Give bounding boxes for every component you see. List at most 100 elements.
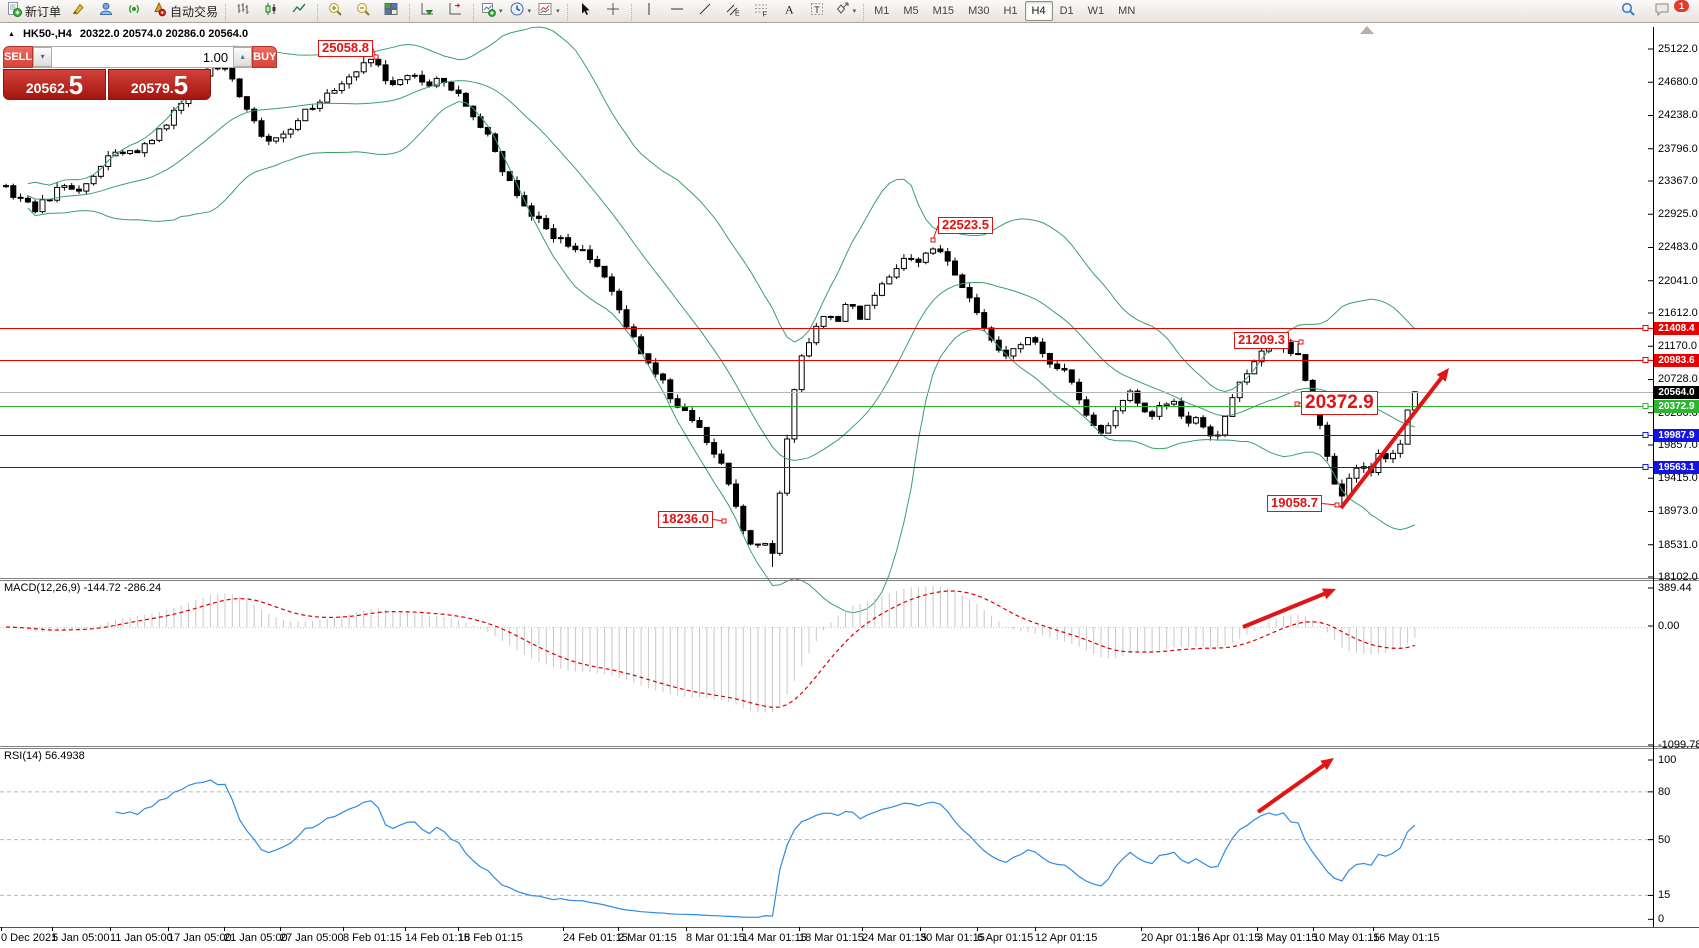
new-chart-button[interactable]: ▾ <box>477 0 506 22</box>
timeframe-d1-button[interactable]: D1 <box>1059 5 1074 17</box>
price-callout-label: 18236.0 <box>658 511 713 528</box>
volume-increase-button[interactable]: ▴ <box>233 47 253 67</box>
trendline-tool-button[interactable] <box>691 0 719 22</box>
text-label-tool-button[interactable]: T <box>803 0 831 22</box>
zoom-in-button[interactable] <box>321 0 349 22</box>
time-tick-label: 6 Apr 01:15 <box>977 932 1034 944</box>
time-tick-label: 14 Feb 01:15 <box>405 932 470 944</box>
rsi-tick-label: 15 <box>1658 889 1671 902</box>
zoom-in-icon <box>327 1 343 22</box>
cursor-tool-button[interactable] <box>571 0 599 22</box>
timeframe-m1-button[interactable]: M1 <box>874 5 890 17</box>
shapes-tool-button-dropdown[interactable]: ▾ <box>852 8 857 15</box>
chart-shift-button[interactable] <box>441 0 469 22</box>
price-tick-label: 21170.0 <box>1658 340 1697 353</box>
one-click-trading-panel: SELL ▾ ▴ BUY 20562.5 20579.5 <box>3 46 278 100</box>
crosshair-icon <box>605 1 621 22</box>
price-tick-label: 22483.0 <box>1658 241 1698 254</box>
search-button[interactable] <box>1614 0 1642 22</box>
volume-decrease-button[interactable]: ▾ <box>33 47 53 67</box>
candlestick-chart-button[interactable] <box>257 0 285 22</box>
price-badge: 20983.6 <box>1654 354 1699 367</box>
community-button[interactable] <box>92 0 120 22</box>
buy-button[interactable]: BUY <box>252 46 278 68</box>
chart-shift-icon <box>447 1 463 22</box>
timeframe-m5-button[interactable]: M5 <box>903 5 919 17</box>
fibonacci-icon: F <box>753 1 769 22</box>
timeframe-m30-button[interactable]: M30 <box>968 5 990 17</box>
sell-price[interactable]: 20562. 5 <box>3 69 106 100</box>
zoom-out-button[interactable] <box>349 0 377 22</box>
timeframe-w1-button[interactable]: W1 <box>1087 5 1105 17</box>
candlestick-icon <box>263 1 279 22</box>
timeframe-mn-button[interactable]: MN <box>1118 5 1136 17</box>
price-tick-label: 23367.0 <box>1658 175 1698 187</box>
new-order-button[interactable]: 新订单 <box>3 0 64 22</box>
line-chart-button[interactable] <box>285 0 313 22</box>
profile-icon <box>98 1 114 22</box>
price-tick-label: 20728.0 <box>1658 373 1698 386</box>
volume-control: ▾ ▴ <box>33 46 253 68</box>
autotrading-button[interactable]: 自动交易 <box>148 0 221 22</box>
channel-tool-button[interactable]: E <box>719 0 747 22</box>
marker-icon <box>70 1 86 22</box>
buy-price[interactable]: 20579. 5 <box>108 69 211 100</box>
toolbar-separator <box>473 3 475 21</box>
rsi-tick-label: 0 <box>1658 913 1665 926</box>
horizontal-line-tool-button[interactable] <box>663 0 691 22</box>
price-tick-label: 18973.0 <box>1658 505 1698 518</box>
time-tick-label: 30 Mar 01:15 <box>920 932 985 944</box>
crosshair-tool-button[interactable] <box>599 0 627 22</box>
chat-icon <box>1654 1 1670 22</box>
macd-tick-label: 0.00 <box>1658 620 1680 632</box>
ohlc-values: 20322.0 20574.0 20286.0 20564.0 <box>79 28 249 40</box>
notifications-button[interactable] <box>1648 0 1676 22</box>
price-tick-label: 21612.0 <box>1658 307 1698 319</box>
text-label-icon: T <box>809 1 825 22</box>
bar-chart-button[interactable] <box>229 0 257 22</box>
periods-button[interactable]: ▾ <box>506 0 535 22</box>
text-tool-button[interactable]: A <box>775 0 803 22</box>
periods-button-dropdown[interactable]: ▾ <box>527 8 532 15</box>
time-tick-label: 10 May 01:15 <box>1313 932 1380 944</box>
fibonacci-tool-button[interactable]: F <box>747 0 775 22</box>
price-callout-label: 20372.9 <box>1301 391 1378 415</box>
main-chart-area[interactable] <box>0 27 1653 578</box>
rsi-panel-area[interactable] <box>0 749 1653 927</box>
macd-panel-area[interactable] <box>0 581 1653 746</box>
template-icon <box>537 1 553 22</box>
time-tick-label: 18 Mar 01:15 <box>799 932 864 944</box>
time-tick-label: 18 Feb 01:15 <box>458 932 523 944</box>
templates-button[interactable]: ▾ <box>534 0 563 22</box>
timeframe-h4-button[interactable]: H4 <box>1024 1 1053 21</box>
time-tick-label: 12 Apr 01:15 <box>1035 932 1098 944</box>
new-chart-button-dropdown[interactable]: ▾ <box>499 8 503 15</box>
cursor-icon <box>577 1 593 22</box>
channel-icon: E <box>725 1 741 22</box>
timeframe-h1-button[interactable]: H1 <box>1003 5 1018 17</box>
auto-scroll-button[interactable] <box>413 0 441 22</box>
search-icon <box>1620 1 1636 22</box>
tile-windows-button[interactable] <box>377 0 405 22</box>
price-tick-label: 22925.0 <box>1658 208 1698 221</box>
signals-button[interactable] <box>120 0 148 22</box>
time-tick-label: 0 Dec 2021 <box>1 932 58 944</box>
text-a-icon: A <box>781 1 797 22</box>
sell-button[interactable]: SELL <box>3 46 34 68</box>
shapes-tool-button[interactable]: ▾ <box>831 0 860 22</box>
svg-text:E: E <box>735 10 740 17</box>
timeframe-m15-button[interactable]: M15 <box>932 5 955 17</box>
templates-button-dropdown[interactable]: ▾ <box>556 8 560 15</box>
macd-indicator-label: MACD(12,26,9) -144.72 -286.24 <box>4 582 162 594</box>
volume-input[interactable] <box>52 47 234 67</box>
toolbar-separator <box>566 3 568 21</box>
marker-tool-button[interactable] <box>64 0 92 22</box>
window-split-handle[interactable] <box>1360 26 1374 34</box>
doc-plus-icon <box>6 1 22 22</box>
vertical-line-tool-button[interactable] <box>635 0 663 22</box>
price-tick-label: 19857.0 <box>1658 439 1698 451</box>
time-tick-label: 16 May 01:15 <box>1373 932 1440 944</box>
time-tick-label: 21 Jan 05:00 <box>224 932 288 944</box>
toolbar-separator <box>409 3 411 21</box>
price-callout-label: 25058.8 <box>318 40 373 57</box>
